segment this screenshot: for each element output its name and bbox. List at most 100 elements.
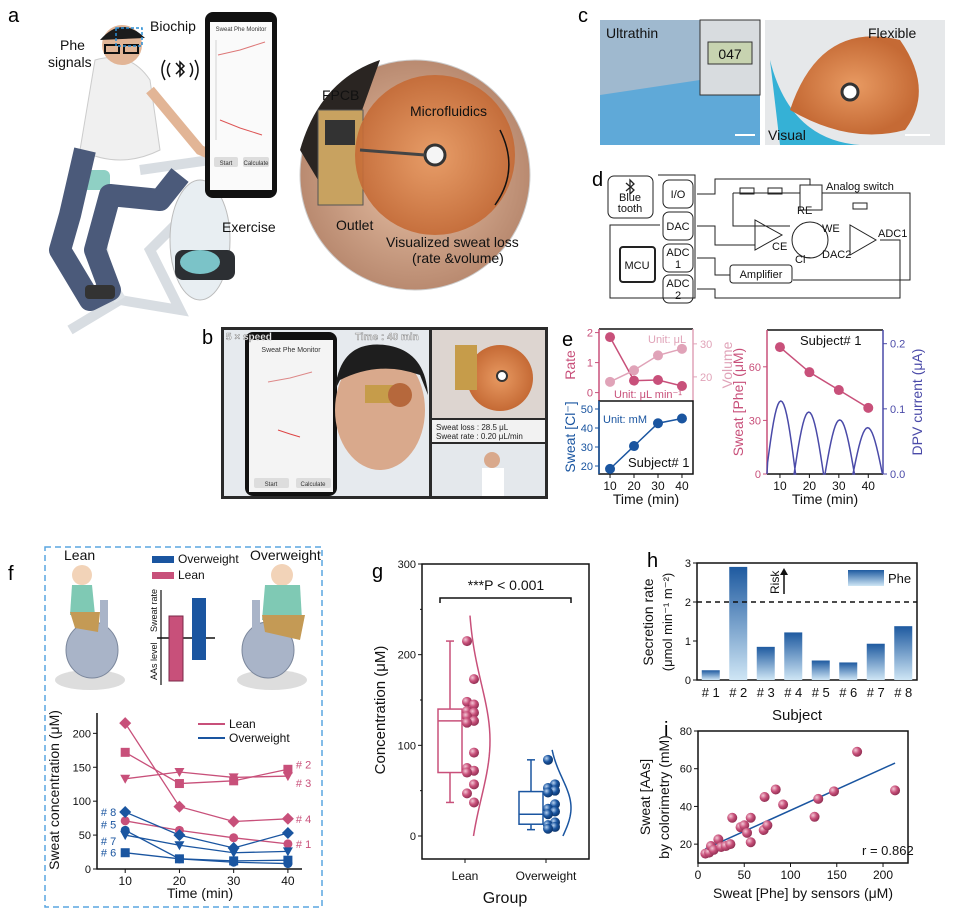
subject-label: # 1: [296, 839, 311, 851]
y-axis-label-line2: by colorimetry (mM): [656, 735, 672, 859]
legend-swatch-phe: [848, 570, 884, 586]
phone-calculate-label: Calculate: [243, 161, 269, 167]
subject-label: # 6: [101, 848, 116, 860]
lean-cartoon-label: Lean: [64, 547, 95, 563]
adc1-output-label: ADC1: [878, 228, 907, 240]
series-line-lean: [124, 722, 288, 823]
series-line-lean: [124, 751, 289, 785]
data-point-phe: [863, 402, 874, 413]
scatter-point: [809, 811, 820, 822]
panel-label-h: h: [647, 550, 658, 572]
series-line-lean: [125, 771, 288, 780]
y-tick-label: 40: [581, 423, 593, 435]
x-tick-label: 30: [832, 479, 846, 493]
series-line-lean: [125, 820, 288, 845]
x-tick-label: 20: [803, 479, 817, 493]
panel-label-a: a: [8, 5, 20, 27]
panel-d-circuit-diagram: d Blue tooth MCU I/O DAC ADC 1 ADC 2 Ana…: [592, 169, 911, 304]
y-tick-label: 100: [73, 796, 91, 808]
video-phone-title: Sweat Phe Monitor: [261, 347, 321, 354]
x-tick-label: 30: [651, 479, 665, 493]
elapsed-time-label: Time : 40 min: [355, 332, 419, 343]
scatter-point: [778, 799, 789, 810]
chart-secretion-rate: 0 1 2 3 # 1 # 2 # 3 # 4 # 5 # 6 # 7 # 8 Phe Secretion…: [640, 558, 918, 724]
scatter-point: [745, 812, 756, 823]
y-tick-label: 60: [749, 362, 761, 374]
phone-start-button[interactable]: [214, 157, 238, 167]
data-point-lean: [469, 674, 479, 685]
subject-label: # 8: [101, 807, 116, 819]
marker-diamond: [227, 815, 240, 828]
x-tick-label: 0: [695, 868, 702, 882]
unit-ul-label: Unit: μL: [648, 334, 686, 346]
x-tick-label: 40: [281, 874, 295, 888]
x-tick-label: 150: [827, 868, 847, 882]
x-axis-label: Subject: [772, 707, 823, 724]
phe-signals-label-1: Phe: [60, 37, 85, 53]
y-tick-label: 0: [755, 469, 761, 481]
marker-square: [283, 764, 293, 774]
flexible-label: Flexible: [868, 25, 916, 41]
bluetooth-icon: [625, 178, 635, 196]
data-point-lean: [469, 797, 479, 808]
series-line-chloride: [609, 417, 683, 470]
subject-label: # 5: [101, 819, 116, 831]
y-tick-label: 50: [79, 830, 91, 842]
data-point-volume: [676, 343, 687, 354]
x-tick-label: 10: [603, 479, 617, 493]
microfluidics-label: Microfluidics: [410, 103, 487, 119]
data-point-rate: [605, 332, 616, 343]
phone-app-screen: Sweat Phe Monitor Start Calculate: [205, 12, 277, 198]
legend-label-phe: Phe: [888, 571, 911, 586]
density-curve-lean: [469, 615, 491, 837]
scatter-point: [739, 820, 750, 831]
box-lean: [437, 708, 463, 774]
x-tick-label: # 5: [812, 685, 830, 700]
aas-level-axis-label: AAs level: [149, 642, 159, 680]
y-tick-label: 20: [700, 372, 712, 384]
marker-triangle-down: [228, 773, 239, 783]
bar-8: [894, 626, 913, 680]
phone-start-label: Start: [220, 161, 233, 167]
data-point-lean: [462, 788, 472, 799]
analog-switch-label: Analog switch: [826, 181, 894, 193]
x-tick-label: Lean: [452, 869, 479, 883]
data-point-overweight: [543, 809, 553, 820]
data-point-overweight: [543, 754, 553, 765]
x-tick-label: 50: [738, 868, 752, 882]
data-point-phe: [833, 385, 844, 396]
marker-square: [229, 856, 239, 866]
data-point-rate: [652, 375, 663, 385]
plot-frame: [697, 730, 909, 864]
marker-diamond: [119, 717, 132, 730]
data-point-overweight: [543, 823, 553, 834]
overweight-cyclist-illustration: [237, 564, 307, 690]
marker-diamond: [119, 806, 132, 819]
x-tick-label: # 4: [784, 685, 802, 700]
panel-g: g 0 100 200 300 Lean Overweight Concentration …: [372, 559, 590, 907]
phone-calculate-button[interactable]: [243, 157, 269, 167]
y-tick-label: 1: [587, 358, 593, 370]
x-tick-label: 20: [627, 479, 641, 493]
scatter-point: [770, 784, 781, 795]
y-tick-label: 300: [398, 559, 416, 571]
legend-swatch-lean: [152, 572, 174, 579]
x-tick-label: 30: [227, 874, 241, 888]
marker-square: [120, 747, 130, 757]
marker-circle: [229, 833, 239, 843]
playback-speed-label: 5 × speed: [226, 332, 272, 343]
scatter-point: [828, 786, 839, 797]
y-tick-label: 20: [581, 461, 593, 473]
panel-a: a Biochip Phe signals Exercise: [8, 5, 531, 335]
data-point-lean: [462, 636, 472, 647]
marker-square: [174, 854, 184, 864]
chart-rate-volume: 0 1 2 20 30 Rate Volume: [562, 328, 735, 401]
x-axis-label: Group: [483, 890, 528, 907]
x-tick-label: # 6: [839, 685, 857, 700]
y-tick-label: 30: [581, 442, 593, 454]
data-point-lean: [462, 767, 472, 778]
subject-label: # 2: [296, 759, 311, 771]
marker-triangle-down: [174, 768, 185, 778]
data-point-lean: [469, 779, 479, 790]
